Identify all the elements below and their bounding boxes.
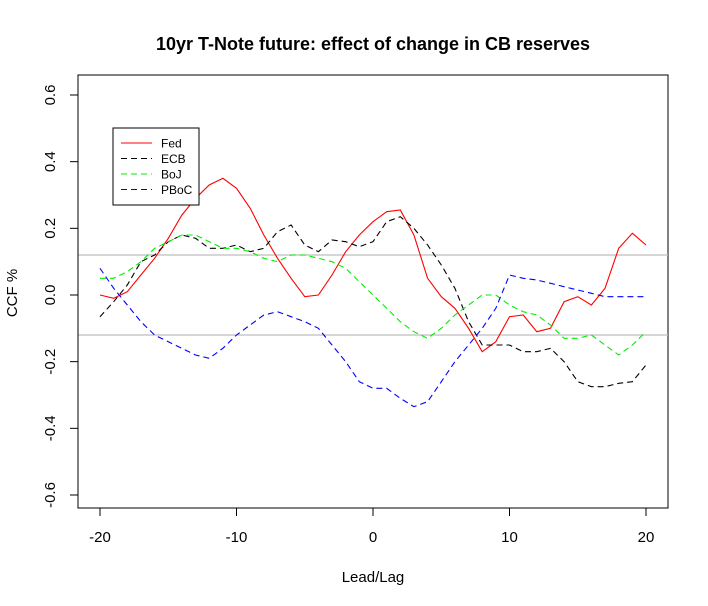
reference-lines: [78, 254, 668, 336]
y-axis-label: CCF %: [4, 269, 21, 317]
x-tick-label: 20: [638, 529, 655, 546]
y-tick-label: 0.0: [42, 285, 59, 306]
x-tick-label: 10: [501, 529, 518, 546]
series-line-ecb: [99, 216, 647, 388]
series-line-pboc: [99, 267, 646, 408]
x-tick-label: 0: [369, 529, 377, 546]
y-tick-label: 0.6: [42, 85, 59, 106]
x-tick-label: -10: [226, 529, 248, 546]
chart-title: 10yr T-Note future: effect of change in …: [156, 34, 590, 54]
legend-label: ECB: [161, 152, 186, 166]
series-line-boj: [100, 234, 647, 356]
legend-box: [112, 127, 200, 206]
x-axis: -20 -10 0 10 20: [89, 507, 655, 546]
legend-label: Fed: [161, 137, 182, 151]
y-axis: -0.6 -0.4 -0.2 0.0 0.2 0.4 0.6: [42, 85, 79, 508]
series-lines: [99, 177, 647, 408]
y-tick-label: 0.2: [42, 218, 59, 239]
x-axis-label: Lead/Lag: [342, 569, 405, 586]
y-tick-label: -0.6: [42, 482, 59, 508]
y-tick-label: -0.2: [42, 349, 59, 375]
legend-label: BoJ: [161, 168, 182, 182]
y-tick-label: 0.4: [42, 151, 59, 172]
x-tick-label: -20: [89, 529, 111, 546]
y-tick-label: -0.4: [42, 415, 59, 441]
legend-label: PBoC: [161, 183, 193, 197]
